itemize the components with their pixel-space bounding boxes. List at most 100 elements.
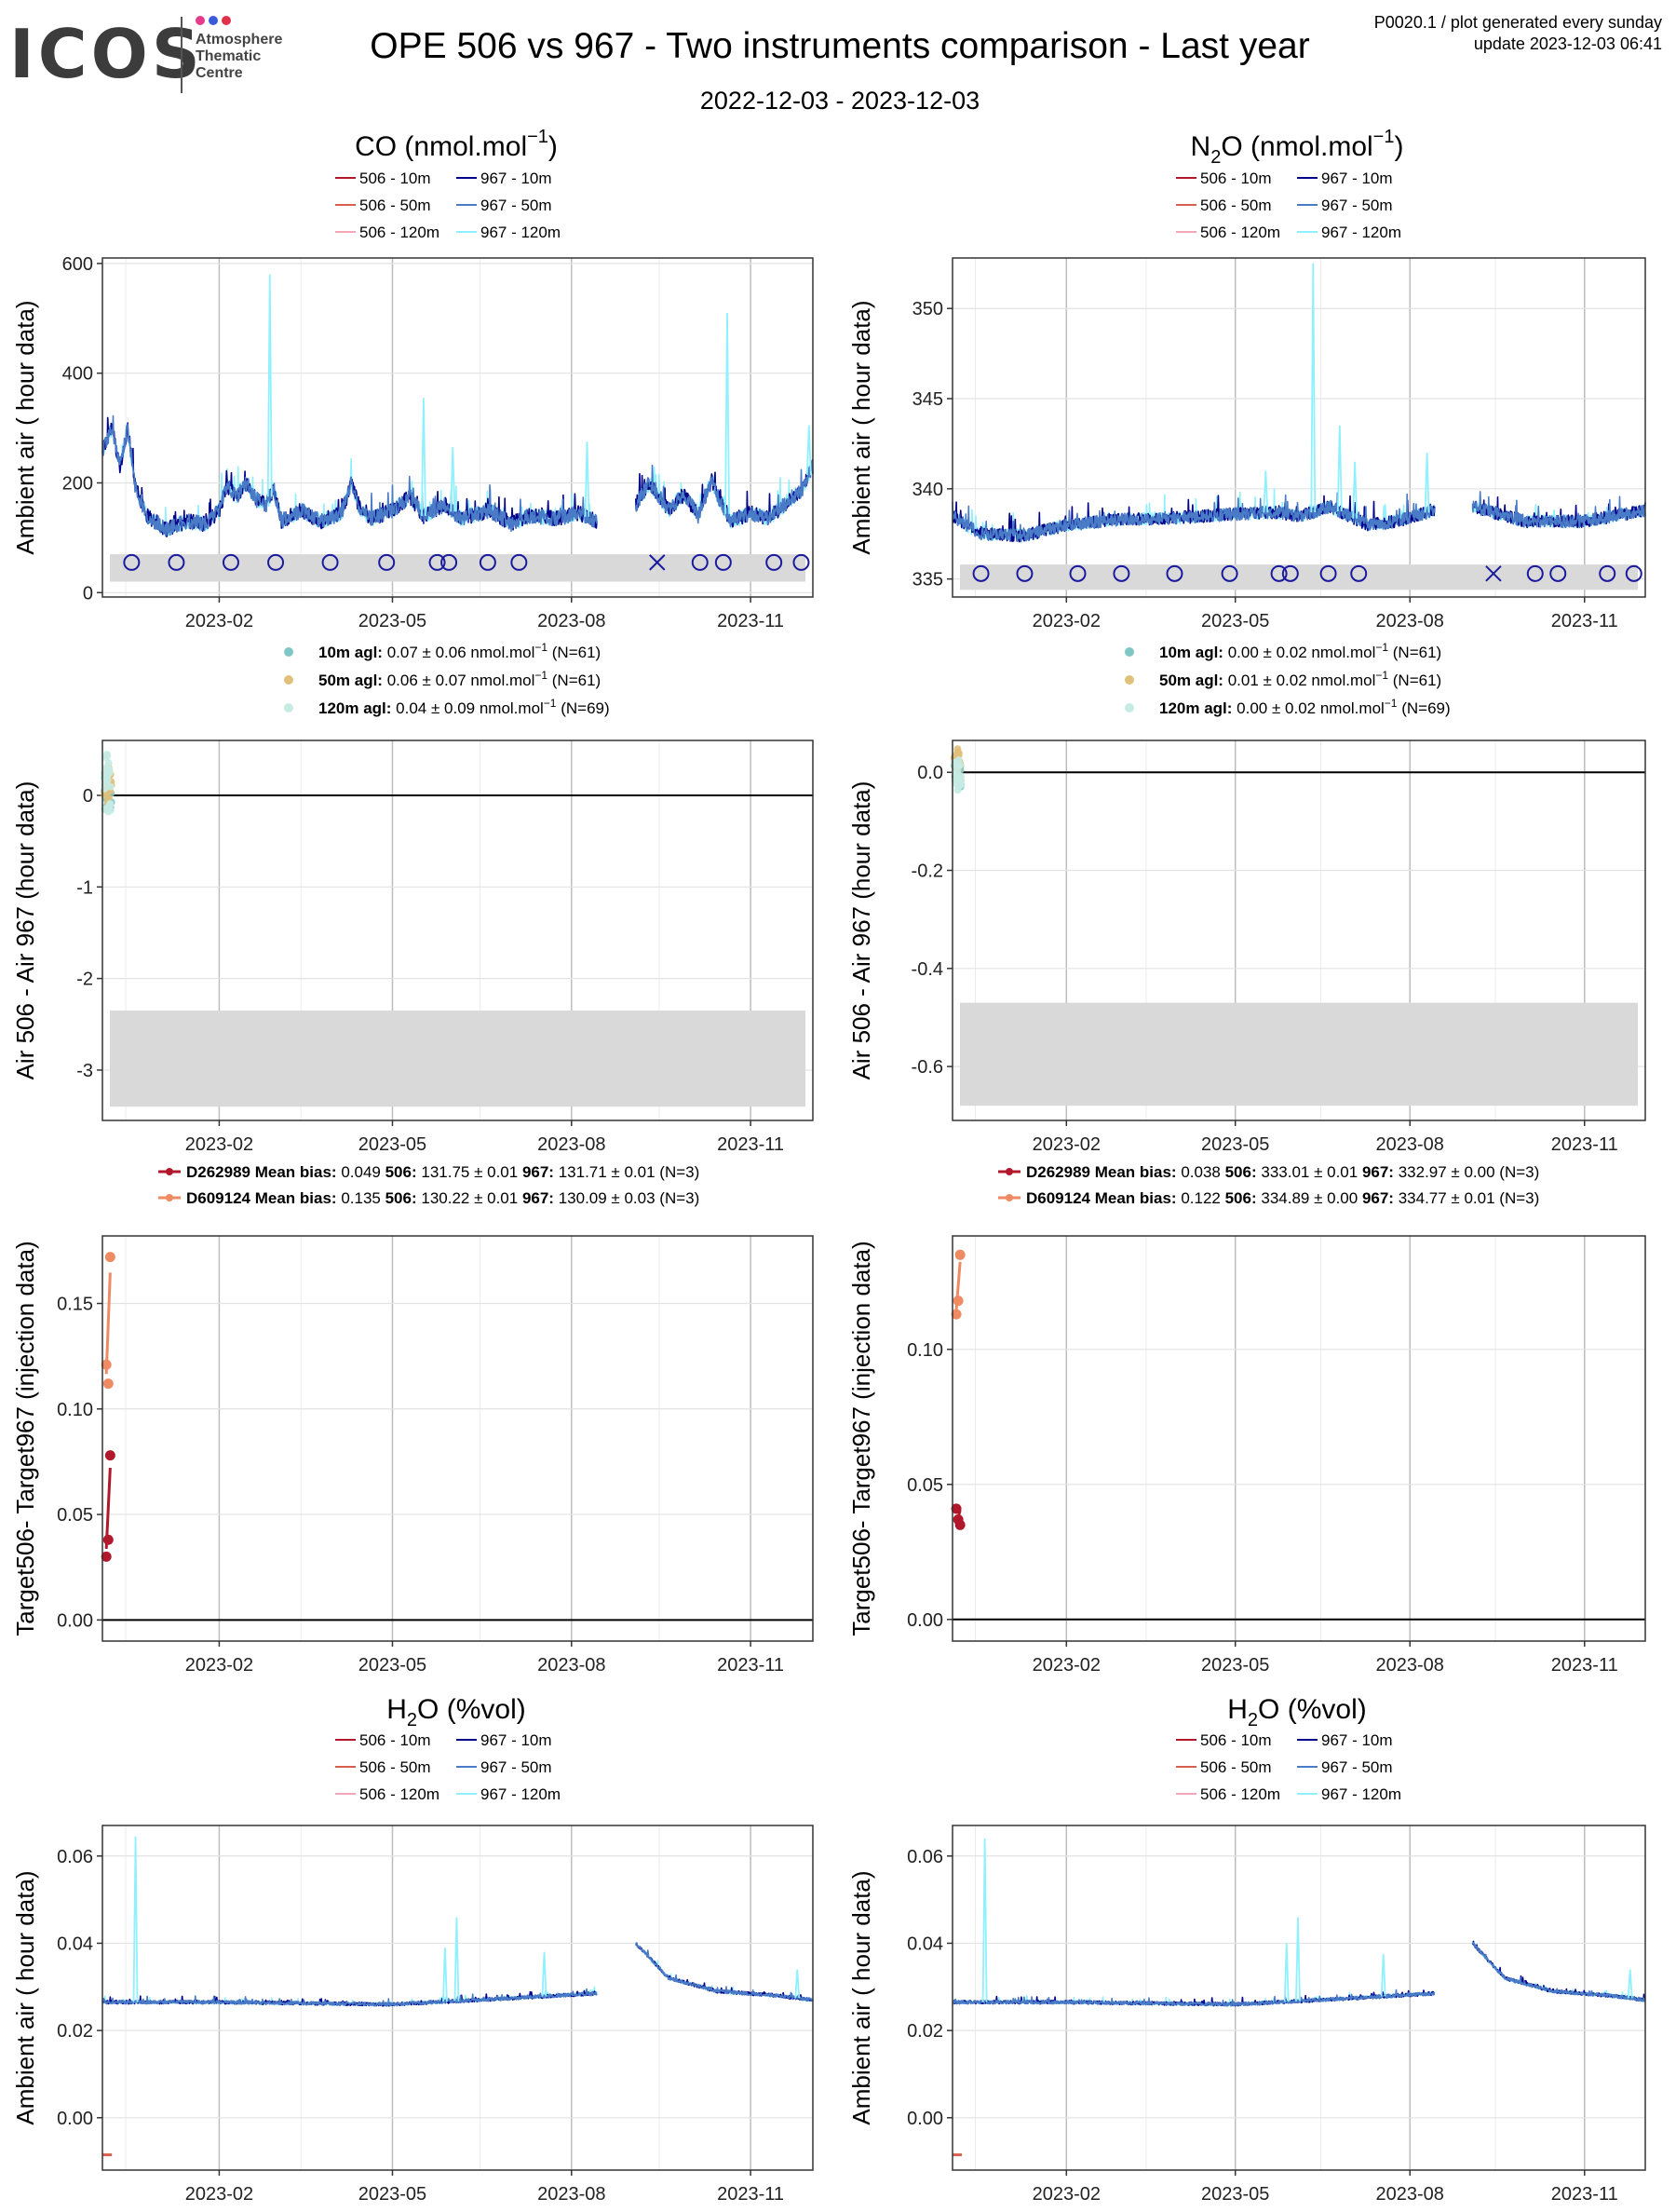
flag-circle-marker <box>479 553 496 571</box>
x-tick-label: 2023-11 <box>1551 2184 1618 2205</box>
calibration-band <box>110 1011 805 1107</box>
target-point-D609124 <box>953 1296 964 1307</box>
x-tick-label: 2023-11 <box>717 1655 784 1676</box>
stats-dot-dot-120m <box>284 703 293 712</box>
spike-mark <box>450 447 456 512</box>
x-tick-label: 2023-08 <box>537 2184 605 2205</box>
h2o-chart-title: H2O (%vol) <box>386 1694 525 1730</box>
flag-circle-marker <box>1166 564 1183 582</box>
y-tick-label: -0.6 <box>912 1057 943 1078</box>
stats-dot-dot-50m <box>284 675 293 685</box>
y-tick-label: 400 <box>62 364 93 385</box>
spike-mark <box>1295 1917 1301 2002</box>
logo-dot-pink <box>196 16 205 25</box>
x-tick-label: 2023-11 <box>1551 1655 1618 1676</box>
stats-line: 10m agl: 0.07 ± 0.06 nmol.mol−1 (N=61) <box>318 641 601 661</box>
plot-info: P0020.1 / plot generated every sunday <box>1374 13 1662 32</box>
icos-logo: ICOS Atmosphere Thematic Centre <box>9 15 282 93</box>
legend-label-967-120m: 967 - 120m <box>1321 1785 1401 1803</box>
y-tick-label: -2 <box>76 970 93 990</box>
flag-circle-marker <box>378 553 396 571</box>
y-tick-label: 200 <box>62 473 93 494</box>
flag-circle-marker <box>792 553 810 571</box>
plot-frame <box>101 1825 814 2171</box>
legend-label-506-50m: 506 - 50m <box>1200 197 1272 214</box>
legend-label-506-120m: 506 - 120m <box>359 1785 439 1803</box>
logo-dot-red <box>222 16 231 25</box>
flag-cross-marker <box>649 554 666 571</box>
target-point-D262989 <box>102 1534 114 1545</box>
target-legend-dot <box>1006 1194 1013 1201</box>
x-tick-label: 2023-02 <box>185 611 253 631</box>
stats-dot-dot-10m <box>284 647 293 657</box>
h2o-legend: 506 - 10m 967 - 10m 506 - 50m 967 - 50m 506 … <box>1176 1731 1401 1803</box>
spike-mark <box>442 1947 448 2002</box>
y-tick-label: 0.06 <box>57 1847 93 1867</box>
legend-label-506-50m: 506 - 50m <box>359 1758 431 1776</box>
flag-circle-marker <box>1319 564 1337 582</box>
target-point-D609124 <box>954 1249 966 1260</box>
stats-legend: 10m agl: 0.07 ± 0.06 nmol.mol−1 (N=61) 50… <box>284 641 610 717</box>
x-tick-label: 2023-05 <box>1201 611 1269 631</box>
target-point-D262989 <box>954 1519 966 1530</box>
legend-label-506-10m: 506 - 10m <box>359 170 431 187</box>
y-tick-label: 0.04 <box>907 1934 943 1954</box>
y-tick-label: 0.02 <box>57 2021 93 2042</box>
spike-mark <box>541 1951 547 1997</box>
page-title: OPE 506 vs 967 - Two instruments compari… <box>370 26 1309 66</box>
y-tick-label: 0.0 <box>917 763 943 783</box>
legend-label-506-10m: 506 - 10m <box>1200 170 1272 187</box>
stats-line: 120m agl: 0.04 ± 0.09 nmol.mol−1 (N=69) <box>318 697 610 717</box>
series-line-967-50m <box>101 1942 814 2007</box>
x-tick-label: 2023-11 <box>1551 611 1618 631</box>
flag-circle-marker <box>1526 564 1544 582</box>
series-line-967-50m <box>952 1942 1646 2007</box>
x-tick-label: 2023-02 <box>1033 2184 1101 2205</box>
spike-mark <box>1310 263 1317 513</box>
target-point-D609124 <box>102 1378 114 1390</box>
target-legend-line: D609124 Mean bias: 0.122 506: 334.89 ± 0… <box>1026 1189 1539 1207</box>
y-tick-label: 350 <box>912 299 943 319</box>
h2o-chart: 0.00 0.02 0.04 0.06 2023-02 2023-05 2023-08 202… <box>11 1825 814 2205</box>
stats-legend: 10m agl: 0.00 ± 0.02 nmol.mol−1 (N=61) 50… <box>1125 641 1451 717</box>
x-tick-label: 2023-02 <box>185 2184 253 2205</box>
y-tick-label: 0.10 <box>57 1400 93 1420</box>
x-tick-label: 2023-02 <box>185 1655 253 1676</box>
x-tick-label: 2023-08 <box>1376 2184 1444 2205</box>
flag-circle-marker <box>168 553 185 571</box>
difference-point-dot-120m <box>105 766 114 774</box>
ambient-chart-title: N2O (nmol.mol−1) <box>1191 127 1404 168</box>
stats-line: 50m agl: 0.06 ± 0.07 nmol.mol−1 (N=61) <box>318 669 601 689</box>
spike-mark <box>981 1839 988 2002</box>
y-tick-label: 0.00 <box>907 2109 943 2129</box>
charts: CO (nmol.mol−1) 506 - 10m 967 - 10m 506 - 5… <box>11 127 1646 2205</box>
series-line-967-50m <box>952 491 1646 543</box>
legend-label-506-120m: 506 - 120m <box>1200 224 1280 241</box>
difference-point-dot-120m <box>953 786 962 794</box>
flag-circle-marker <box>1113 564 1130 582</box>
spike-mark <box>266 274 273 497</box>
difference-point-dot-120m <box>106 782 115 791</box>
x-tick-label: 2023-08 <box>537 1134 605 1155</box>
calibration-band <box>110 554 805 582</box>
x-tick-label: 2023-05 <box>358 611 426 631</box>
spike-mark <box>1336 426 1343 512</box>
target-point-D262989 <box>104 1450 115 1461</box>
difference-point-dot-120m <box>101 753 110 762</box>
spike-mark <box>805 425 812 476</box>
target-chart: 0.00 0.05 0.10 2023-02 2023-05 2023-08 2023-11… <box>847 1235 1646 1676</box>
target-legend-line: D609124 Mean bias: 0.135 506: 130.22 ± 0… <box>186 1189 699 1207</box>
spike-mark <box>132 1836 139 2002</box>
spike-mark <box>421 398 426 516</box>
difference-chart: 0 -1 -2 -3 2023-02 2023-05 2023-08 2023-11 Air 5… <box>11 740 814 1155</box>
plot-frame <box>952 1825 1646 2171</box>
plot-background <box>953 1236 1645 1641</box>
difference-point-dot-120m <box>955 761 964 769</box>
flag-circle-marker <box>765 553 783 571</box>
plot-frame <box>952 257 1646 598</box>
x-tick-label: 2023-05 <box>1201 2184 1269 2205</box>
stats-line: 120m agl: 0.00 ± 0.02 nmol.mol−1 (N=69) <box>1159 697 1451 717</box>
flag-circle-marker <box>1069 564 1087 582</box>
x-tick-label: 2023-02 <box>1033 1655 1101 1676</box>
